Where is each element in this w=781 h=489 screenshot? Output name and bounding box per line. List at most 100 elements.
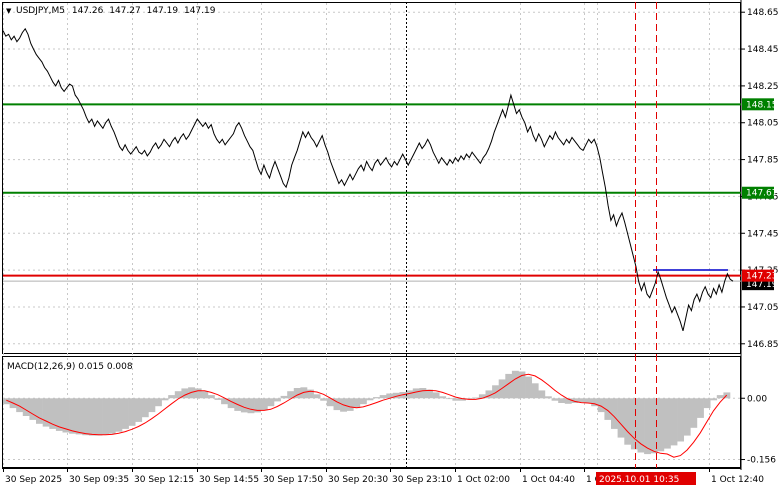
macd-signal-line <box>6 373 728 458</box>
macd-bar <box>168 395 176 399</box>
macd-bar <box>677 398 685 442</box>
macd-bar <box>511 370 519 399</box>
macd-bar <box>214 398 222 400</box>
macd-bar <box>69 398 77 434</box>
time-tick-label: 1 Oct 12:40 <box>711 475 764 485</box>
macd-bar <box>307 389 314 399</box>
level-tag-bg <box>742 186 774 199</box>
svg-text:USDJPY,M5 147.26 147.2: USDJPY,M5 147.26 147.27 147.19 147.19 <box>16 6 216 16</box>
macd-bar <box>115 398 123 432</box>
macd-bar <box>690 398 698 428</box>
macd-bar <box>29 398 37 420</box>
price-tick-label: 148.05 <box>747 119 779 129</box>
macd-bar <box>22 398 30 416</box>
macd-bar <box>174 391 182 399</box>
macd-bar <box>386 393 394 399</box>
time-tick-label: 1 Oct 04:40 <box>522 475 575 485</box>
macd-bar <box>412 388 420 399</box>
macd-bar <box>505 373 513 399</box>
macd-bar <box>578 398 585 403</box>
macd-bar <box>584 398 592 403</box>
macd-bar <box>293 388 301 399</box>
macd-bar <box>353 398 361 409</box>
price-tick-label: 147.85 <box>747 156 779 166</box>
macd-bar <box>597 398 605 413</box>
macd-bar <box>148 398 156 413</box>
macd-bar <box>617 398 625 438</box>
macd-bar <box>657 398 665 452</box>
macd-bar <box>88 398 96 436</box>
macd-bar <box>485 390 493 399</box>
ohlc-high: 147.27 <box>109 6 141 16</box>
price-axis: 148.65148.45148.25148.05147.85147.65147.… <box>741 8 779 350</box>
time-tick-label: 30 Sep 20:30 <box>328 475 388 485</box>
level-tag-bg <box>742 269 774 282</box>
macd-bar <box>247 398 255 414</box>
macd-bar <box>359 398 367 405</box>
macd-bar <box>155 398 162 407</box>
macd-bar <box>333 398 341 411</box>
macd-bar <box>703 398 711 409</box>
level-tag-label: 148.15 <box>746 100 778 110</box>
level-tag-bg <box>742 98 774 111</box>
macd-bar <box>267 398 275 407</box>
macd-bar <box>102 398 110 435</box>
macd-bar <box>346 398 354 411</box>
macd-bar <box>280 395 288 399</box>
symbol-title: USDJPY,M5 <box>16 6 65 16</box>
macd-tick-label: 0.00 <box>747 394 767 404</box>
macd-bar <box>452 398 460 401</box>
macd-bar <box>95 398 103 436</box>
macd-bar <box>604 398 612 420</box>
macd-bar <box>459 398 466 401</box>
macd-bar <box>650 398 658 454</box>
macd-bar <box>3 398 10 405</box>
macd-bar <box>663 398 671 449</box>
price-series-line <box>2 27 734 332</box>
time-tick-label: 30 Sep 12:15 <box>134 475 194 485</box>
macd-bar <box>525 376 533 399</box>
macd-bar <box>392 392 400 399</box>
time-tick-label: 1 O <box>586 475 602 485</box>
level-tag-label: 147.67 <box>746 189 778 199</box>
macd-bar <box>260 398 268 411</box>
macd-bar <box>683 398 691 436</box>
price-tick-label: 147.05 <box>747 303 779 313</box>
macd-bar <box>716 395 724 399</box>
price-tick-label: 148.45 <box>747 45 779 55</box>
price-tick-label: 148.25 <box>747 82 779 92</box>
macd-bar <box>122 398 129 429</box>
macd-bar <box>227 398 235 409</box>
macd-bar <box>670 398 678 446</box>
time-tick-label: 30 Sep 23:10 <box>392 475 452 485</box>
price-tick-label: 147.45 <box>747 229 779 239</box>
dropdown-triangle-icon[interactable]: ▼ <box>6 7 12 15</box>
macd-bar <box>558 398 566 403</box>
price-line-group <box>2 27 734 332</box>
macd-bar <box>287 391 295 399</box>
macd-bar <box>135 398 143 422</box>
macd-axis: 0.00 -0.156 <box>741 394 776 466</box>
ohlc-open: 147.26 <box>72 6 104 16</box>
macd-bar <box>254 398 262 413</box>
macd-bar <box>240 398 248 413</box>
time-tick-label: 30 Sep 09:35 <box>69 475 129 485</box>
macd-bar <box>564 398 572 404</box>
ohlc-close: 147.19 <box>184 6 216 16</box>
macd-bar <box>571 398 579 403</box>
macd-bar <box>36 398 43 424</box>
macd-bar <box>42 398 50 427</box>
current-time-tag-bg <box>596 472 696 485</box>
macd-bar <box>492 385 500 399</box>
macd-bar <box>544 396 552 399</box>
macd-bar <box>419 388 427 399</box>
macd-bar <box>181 388 189 399</box>
macd-bar <box>478 394 486 399</box>
time-tick-label: 30 Sep 17:50 <box>263 475 323 485</box>
macd-bar <box>161 398 169 401</box>
macd-bar <box>531 383 539 399</box>
macd-bar <box>313 394 321 399</box>
macd-bar <box>326 398 334 407</box>
macd-bar <box>62 398 70 433</box>
